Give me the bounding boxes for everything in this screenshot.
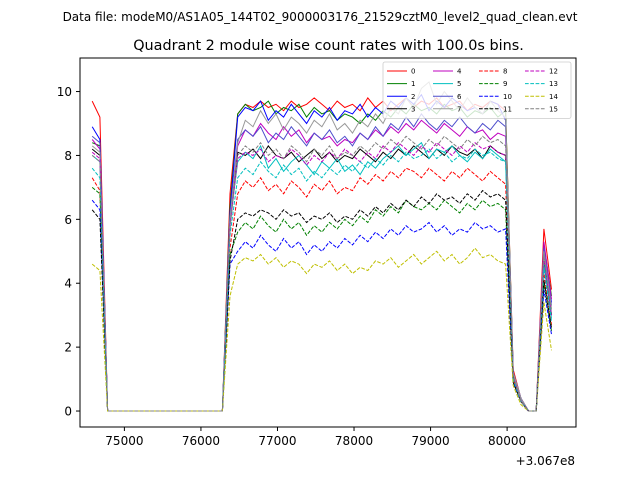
legend-label-9: 9: [503, 80, 507, 88]
x-tick-label: 78000: [335, 434, 373, 448]
series-line-15: [91, 135, 552, 412]
y-tick-label: 0: [64, 405, 72, 419]
x-tick-label: 75000: [105, 434, 143, 448]
y-tick-label: 10: [57, 85, 72, 99]
y-tick-label: 4: [64, 277, 72, 291]
x-tick-label: 80000: [488, 434, 526, 448]
y-tick-label: 6: [64, 213, 72, 227]
legend-label-5: 5: [457, 80, 461, 88]
legend-label-10: 10: [503, 93, 512, 101]
y-tick-label: 2: [64, 341, 72, 355]
legend-label-1: 1: [411, 80, 415, 88]
series-line-14: [91, 247, 552, 412]
legend-label-4: 4: [457, 68, 462, 76]
y-tick-label: 8: [64, 149, 72, 163]
legend-label-13: 13: [549, 80, 558, 88]
series-layer: [91, 81, 552, 412]
x-tick-label: 76000: [182, 434, 220, 448]
x-axis: 75000 76000 77000 78000 79000 80000: [105, 427, 526, 448]
legend-label-0: 0: [411, 68, 415, 76]
legend-box: [382, 61, 572, 119]
plot-frame: [79, 57, 577, 428]
x-tick-label: 79000: [411, 434, 449, 448]
chart-title: Quadrant 2 module wise count rates with …: [133, 38, 524, 54]
legend-label-2: 2: [411, 93, 415, 101]
y-axis: 0 2 4 6 8 10: [57, 85, 80, 419]
legend-label-8: 8: [503, 68, 507, 76]
legend-label-7: 7: [457, 105, 461, 113]
legend-label-11: 11: [503, 105, 512, 113]
x-tick-label: 77000: [258, 434, 296, 448]
legend-label-15: 15: [549, 105, 558, 113]
legend-label-12: 12: [549, 68, 558, 76]
legend-label-3: 3: [411, 105, 415, 113]
legend-label-14: 14: [549, 93, 558, 101]
legend-label-6: 6: [457, 93, 462, 101]
x-axis-offset-label: +3.067e8: [516, 454, 575, 468]
series-line-13: [91, 148, 552, 412]
figure-suptitle: Data file: modeM0/AS1A05_144T02_90000031…: [63, 10, 578, 24]
